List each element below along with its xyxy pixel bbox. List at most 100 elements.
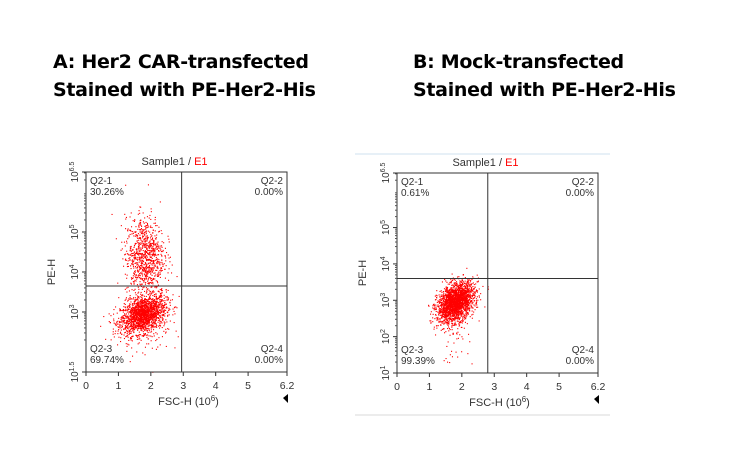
event-point: [118, 336, 120, 338]
event-point: [133, 316, 135, 318]
event-point: [147, 322, 149, 324]
event-point: [150, 301, 152, 303]
collapse-arrow-icon[interactable]: [283, 394, 288, 403]
event-point: [465, 307, 467, 309]
event-point: [438, 312, 440, 314]
event-point: [148, 322, 150, 324]
event-point: [462, 298, 464, 300]
event-point: [457, 311, 459, 313]
event-point: [141, 271, 143, 273]
event-point: [471, 310, 473, 312]
event-point: [113, 322, 115, 324]
event-point: [115, 306, 117, 308]
event-point: [132, 330, 134, 332]
event-point: [161, 303, 163, 305]
event-point: [124, 315, 126, 317]
gate-name: E1: [505, 157, 518, 169]
event-point: [440, 310, 442, 312]
event-point: [461, 313, 463, 315]
event-point: [125, 343, 127, 345]
event-point: [160, 230, 162, 232]
event-point: [140, 339, 142, 341]
event-point: [443, 319, 445, 321]
event-point: [462, 304, 464, 306]
event-point: [132, 323, 134, 325]
event-point: [147, 332, 149, 334]
event-point: [143, 329, 145, 331]
event-point: [129, 306, 131, 308]
event-point: [140, 316, 142, 318]
event-point: [460, 315, 462, 317]
event-point: [459, 289, 461, 291]
event-point: [163, 321, 165, 323]
event-point: [162, 264, 164, 266]
event-point: [460, 312, 462, 314]
event-point: [136, 240, 138, 242]
event-point: [457, 295, 459, 297]
event-point: [133, 231, 135, 233]
event-point: [125, 184, 127, 186]
event-point: [145, 325, 147, 327]
event-point: [142, 270, 144, 272]
event-point: [154, 300, 156, 302]
event-point: [114, 333, 116, 335]
event-point: [146, 259, 148, 261]
event-point: [158, 312, 160, 314]
event-point: [135, 314, 137, 316]
event-point: [146, 248, 148, 250]
event-point: [457, 303, 459, 305]
event-point: [438, 318, 440, 320]
event-point: [142, 324, 144, 326]
event-point: [127, 299, 129, 301]
event-point: [162, 251, 164, 253]
event-point: [149, 309, 151, 311]
event-point: [146, 309, 148, 311]
event-point: [444, 310, 446, 312]
event-point: [154, 307, 156, 309]
event-point: [439, 321, 441, 323]
event-point: [445, 310, 447, 312]
event-point: [127, 263, 129, 265]
event-point: [145, 268, 147, 270]
event-point: [445, 291, 447, 293]
event-point: [452, 314, 454, 316]
event-point: [156, 263, 158, 265]
event-point: [150, 260, 152, 262]
event-point: [442, 311, 444, 313]
event-point: [171, 264, 173, 266]
event-point: [151, 306, 153, 308]
event-point: [161, 261, 163, 263]
event-point: [466, 308, 468, 310]
event-point: [132, 335, 134, 337]
event-point: [467, 278, 469, 280]
event-point: [150, 278, 152, 280]
event-point: [165, 291, 167, 293]
event-point: [112, 328, 114, 330]
event-point: [450, 317, 452, 319]
event-point: [131, 255, 133, 257]
event-point: [466, 285, 468, 287]
event-point: [147, 310, 149, 312]
event-point: [165, 265, 167, 267]
event-point: [150, 226, 152, 228]
event-point: [468, 294, 470, 296]
event-point: [148, 267, 150, 269]
event-point: [156, 242, 158, 244]
event-point: [440, 290, 442, 292]
event-point: [143, 315, 145, 317]
event-point: [139, 300, 141, 302]
event-point: [150, 270, 152, 272]
event-point: [176, 307, 178, 309]
event-point: [466, 288, 468, 290]
event-point: [445, 312, 447, 314]
event-point: [455, 316, 457, 318]
event-point: [460, 309, 462, 311]
event-point: [445, 319, 447, 321]
event-point: [455, 310, 457, 312]
event-point: [461, 297, 463, 299]
event-point: [135, 258, 137, 260]
event-point: [449, 301, 451, 303]
events: [100, 184, 180, 373]
event-point: [130, 311, 132, 313]
event-point: [137, 307, 139, 309]
